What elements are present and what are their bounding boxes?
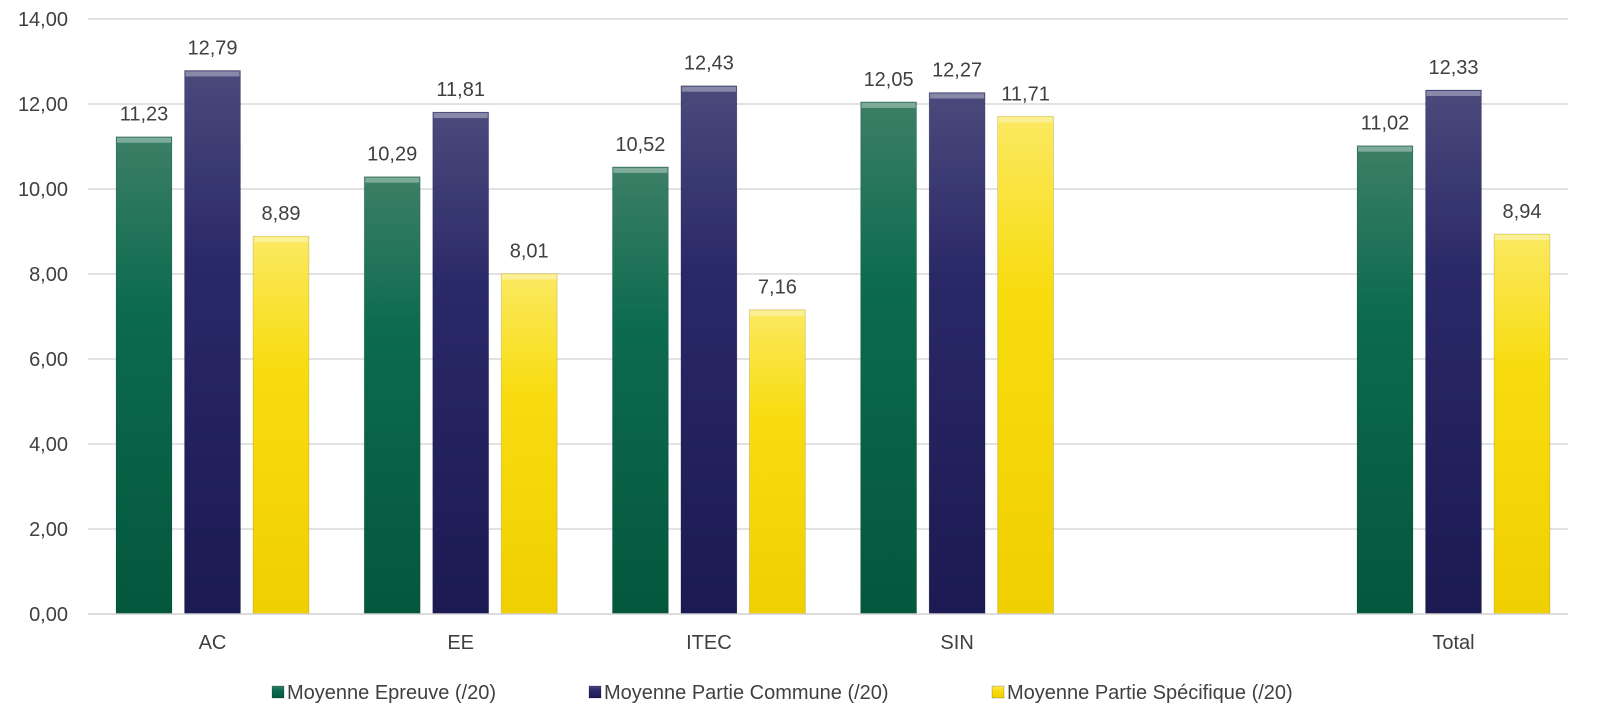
data-label: 11,71 [1001, 83, 1050, 105]
data-label: 11,23 [120, 104, 169, 126]
bar [363, 176, 421, 615]
data-labels: 11,23 12,79 8,89 10,29 11,81 8,01 10,52 12,43 7,… [120, 37, 1542, 298]
bar-bevel [365, 177, 420, 183]
bar [928, 92, 986, 615]
data-label: 8,01 [510, 241, 549, 263]
bar-bevel [1426, 90, 1481, 96]
bar-bevel [1358, 146, 1412, 152]
legend-label: Moyenne Partie Spécifique (/20) [1007, 682, 1293, 704]
bar [252, 235, 310, 615]
gridlines [88, 18, 1568, 530]
x-category-label: Total [1432, 632, 1474, 654]
legend-swatch [991, 685, 1005, 699]
y-tick-label: 0,00 [29, 604, 68, 626]
bar-bevel [750, 310, 805, 316]
data-label: 11,02 [1361, 113, 1410, 135]
x-axis-categories: AC EE ITEC SIN Total [199, 632, 1475, 654]
bar-bevel [998, 117, 1053, 123]
legend-label: Moyenne Partie Commune (/20) [604, 682, 889, 704]
data-label: 8,94 [1503, 201, 1542, 223]
x-category-label: ITEC [686, 632, 732, 654]
x-category-label: SIN [940, 632, 973, 654]
y-tick-label: 6,00 [29, 349, 68, 371]
data-label: 12,43 [684, 53, 734, 75]
x-category-label: EE [447, 632, 474, 654]
y-tick-label: 14,00 [18, 9, 68, 31]
y-tick-label: 2,00 [29, 519, 68, 541]
bar-bevel [502, 274, 557, 280]
data-label: 7,16 [758, 277, 797, 299]
x-category-label: AC [199, 632, 227, 654]
bar [432, 111, 490, 615]
bar-bevel [930, 93, 985, 99]
bar-bevel [254, 237, 308, 243]
bar-bevel [861, 102, 916, 108]
data-label: 12,79 [187, 37, 237, 59]
y-tick-label: 8,00 [29, 264, 68, 286]
y-tick-label: 10,00 [18, 179, 68, 201]
bar [611, 166, 669, 615]
data-label: 10,29 [367, 144, 417, 166]
bar-bevel [117, 137, 171, 143]
data-label: 10,52 [615, 134, 665, 156]
legend: Moyenne Epreuve (/20) Moyenne Partie Comm… [271, 682, 1293, 704]
legend-swatch [588, 685, 602, 699]
bar-bevel [681, 86, 736, 92]
data-label: 12,33 [1428, 57, 1478, 79]
y-tick-label: 4,00 [29, 434, 68, 456]
bar-bevel [433, 113, 488, 119]
data-label: 11,81 [436, 79, 485, 101]
bar [997, 115, 1055, 615]
data-label: 8,89 [262, 203, 301, 225]
bars [115, 69, 1551, 615]
bar-bevel [613, 167, 668, 173]
bar [748, 309, 806, 615]
data-label: 12,27 [932, 60, 982, 82]
bar [860, 101, 918, 615]
bar-bevel [185, 71, 240, 77]
bar-bevel [1495, 235, 1549, 241]
data-label: 12,05 [864, 69, 914, 91]
legend-swatch [271, 685, 285, 699]
legend-label: Moyenne Epreuve (/20) [287, 682, 496, 704]
bar [115, 136, 173, 615]
bar [500, 273, 558, 615]
bar [680, 85, 738, 615]
bar [1356, 145, 1414, 615]
y-axis-ticks: 0,00 2,00 4,00 6,00 8,00 10,00 12,00 14,00 [18, 9, 68, 626]
bar [184, 69, 241, 615]
bar [1425, 89, 1482, 615]
bar [1493, 233, 1551, 615]
y-tick-label: 12,00 [18, 94, 68, 116]
